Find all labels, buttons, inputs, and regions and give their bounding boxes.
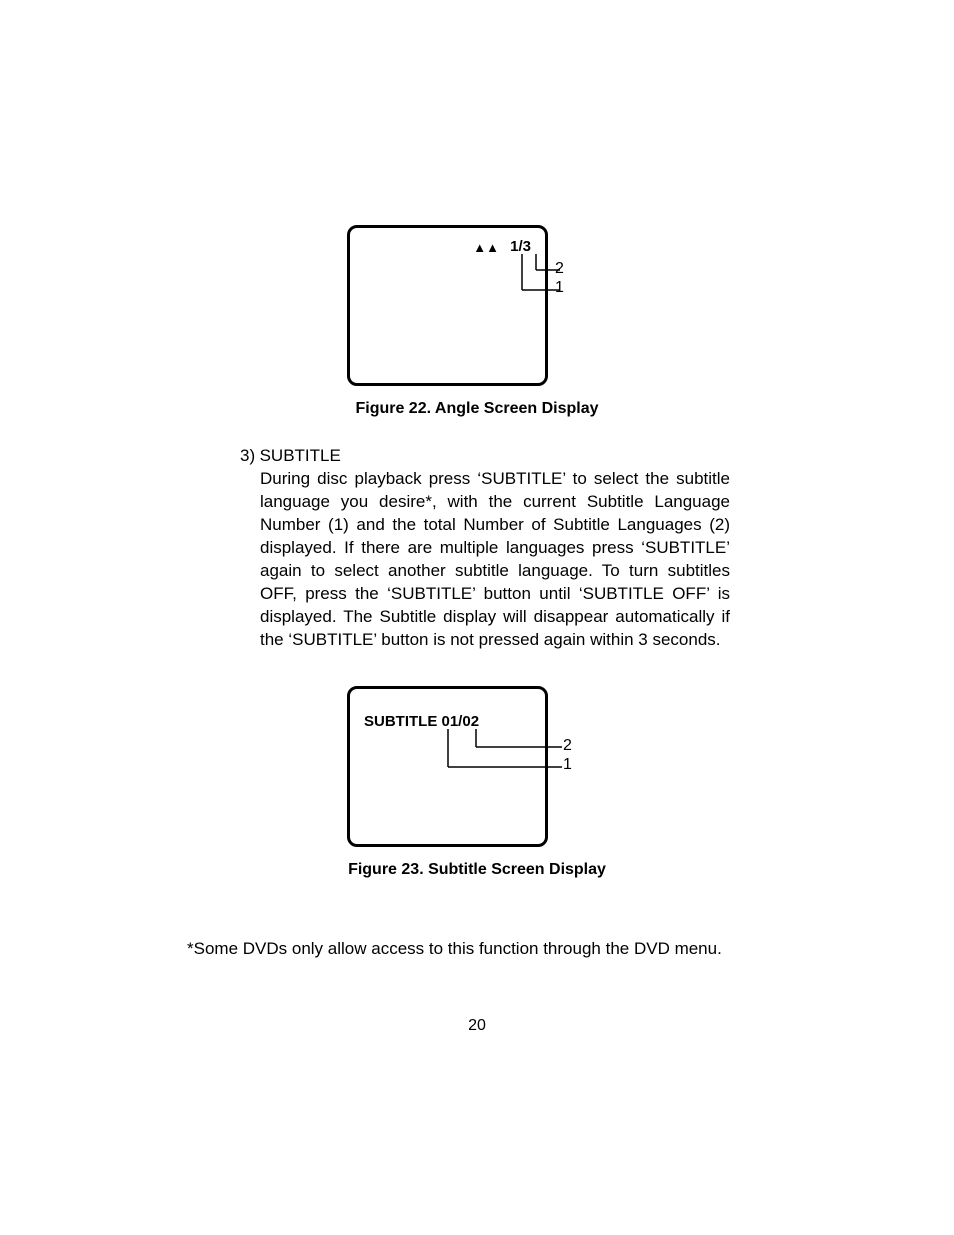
angle-screen-box: ▲▲ 1/3 xyxy=(347,225,548,386)
figure-23-caption: Figure 23. Subtitle Screen Display xyxy=(348,861,606,879)
callout-label: 2 xyxy=(563,736,572,755)
figure-22-callouts: 2 1 xyxy=(555,259,564,297)
subtitle-screen-box: SUBTITLE 01/02 xyxy=(347,686,548,847)
figure-22-leaders xyxy=(500,240,600,320)
figure-22-caption: Figure 22. Angle Screen Display xyxy=(355,400,598,418)
figure-23-callouts: 2 1 xyxy=(563,736,572,774)
section-body: During disc playback press ‘SUBTITLE’ to… xyxy=(260,468,730,652)
camera-angle-icon: ▲▲ xyxy=(473,240,499,255)
section-title: SUBTITLE xyxy=(260,446,341,465)
callout-label: 1 xyxy=(563,755,572,774)
section-number: 3) xyxy=(240,446,255,465)
callout-label: 1 xyxy=(555,278,564,297)
callout-label: 2 xyxy=(555,259,564,278)
figure-23-leaders xyxy=(442,719,602,789)
page-number: 20 xyxy=(0,1017,954,1035)
subtitle-section: 3) SUBTITLE During disc playback press ‘… xyxy=(240,446,730,652)
figure-22: ▲▲ 1/3 2 1 Figure 22. Angle Screen Displ… xyxy=(0,225,954,418)
figure-23: SUBTITLE 01/02 2 1 Figure 23. Subtitle S… xyxy=(0,686,954,879)
manual-page: ▲▲ 1/3 2 1 Figure 22. Angle Screen Displ… xyxy=(0,0,954,1235)
footnote: *Some DVDs only allow access to this fun… xyxy=(187,939,767,959)
